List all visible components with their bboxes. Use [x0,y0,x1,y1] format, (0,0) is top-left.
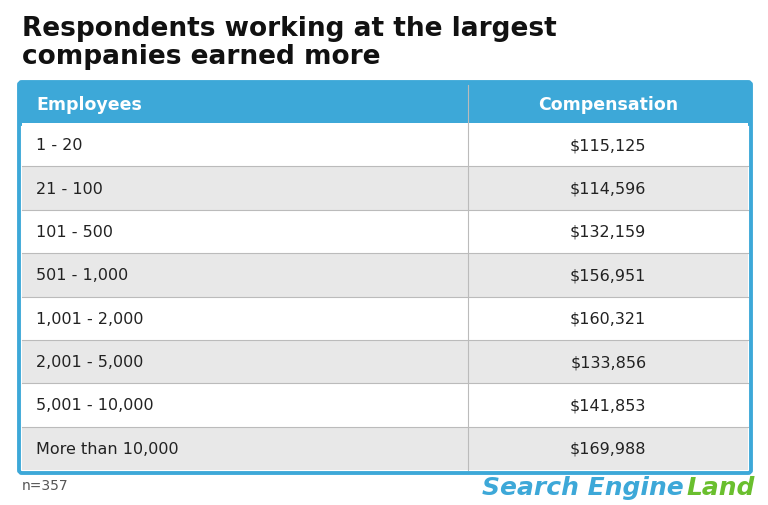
Text: 1,001 - 2,000: 1,001 - 2,000 [36,311,144,326]
Bar [22,427,748,470]
Text: $160,321: $160,321 [570,311,647,326]
Text: $169,988: $169,988 [570,441,647,456]
Text: 1 - 20: 1 - 20 [36,138,82,153]
Text: Compensation: Compensation [538,96,678,114]
Text: 5,001 - 10,000: 5,001 - 10,000 [36,397,154,413]
Text: Respondents working at the largest: Respondents working at the largest [22,16,557,42]
Bar [22,167,748,211]
Text: $115,125: $115,125 [570,138,647,153]
Text: n=357: n=357 [22,478,68,492]
Bar [22,340,748,383]
Bar [22,254,748,297]
Text: 2,001 - 5,000: 2,001 - 5,000 [36,355,144,369]
Bar [22,383,748,427]
FancyBboxPatch shape [19,83,751,127]
Text: $141,853: $141,853 [570,397,647,413]
Bar [22,297,748,340]
Text: 101 - 500: 101 - 500 [36,225,113,239]
Bar [22,211,748,254]
Text: 21 - 100: 21 - 100 [36,181,103,196]
Text: $132,159: $132,159 [570,225,647,239]
Text: 501 - 1,000: 501 - 1,000 [36,268,128,283]
Text: $114,596: $114,596 [570,181,647,196]
Text: Land: Land [687,475,755,499]
Text: $133,856: $133,856 [570,355,647,369]
Bar [22,124,748,167]
Text: companies earned more: companies earned more [22,44,380,70]
Text: Search Engine: Search Engine [482,475,693,499]
FancyBboxPatch shape [19,83,751,473]
Text: $156,951: $156,951 [570,268,647,283]
Text: More than 10,000: More than 10,000 [36,441,179,456]
Text: Employees: Employees [36,96,142,114]
